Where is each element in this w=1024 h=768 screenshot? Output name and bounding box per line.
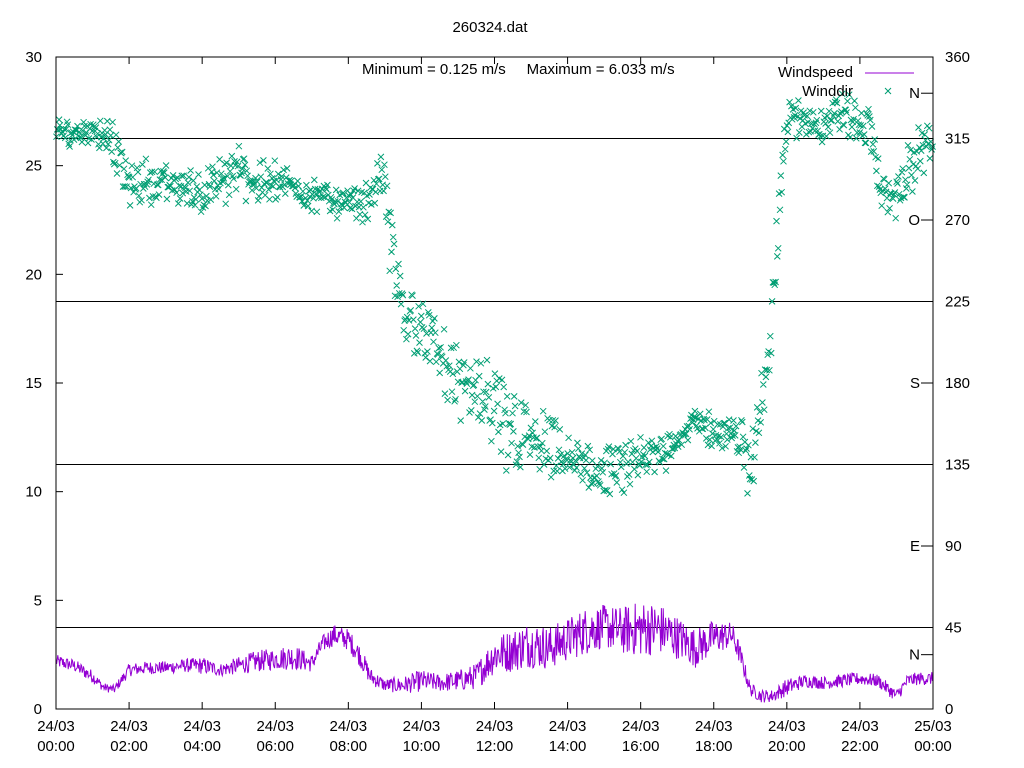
y-left-tick-label-10: 10: [25, 484, 42, 501]
y-right-tick-label-45: 45: [945, 620, 962, 637]
compass-labels: N E S O N: [908, 85, 933, 664]
x-tick-label-12: 25/03 00:00: [914, 718, 952, 755]
winddir-points: [53, 90, 936, 498]
y-left-tick-label-0: 0: [34, 701, 42, 718]
y-right-tick-label-90: 90: [945, 538, 962, 555]
x-tick-label-2: 24/03 04:00: [183, 718, 221, 755]
x-tick-label-8: 24/03 16:00: [622, 718, 660, 755]
x-tick-label-7: 24/03 14:00: [549, 718, 587, 755]
x-tick-label-1: 24/03 02:00: [110, 718, 148, 755]
compass-label-0: N: [909, 647, 920, 664]
legend-marker-winddir: [884, 87, 892, 95]
y-left-tick-label-25: 25: [25, 158, 42, 175]
y-left-tick-label-5: 5: [34, 592, 42, 609]
y-right-tick-label-135: 135: [945, 457, 970, 474]
left-y-axis: 0 5 10 15 20 25 30: [25, 49, 63, 718]
y-left-tick-label-15: 15: [25, 375, 42, 392]
y-right-tick-label-270: 270: [945, 212, 970, 229]
compass-label-3: O: [908, 212, 920, 229]
legend-label-windspeed: Windspeed: [778, 64, 853, 81]
y-right-tick-label-315: 315: [945, 131, 970, 148]
plot-frame: [55, 56, 934, 710]
y-right-tick-label-180: 180: [945, 375, 970, 392]
x-tick-label-9: 24/03 18:00: [695, 718, 733, 755]
chart-title: 260324.dat: [452, 19, 528, 36]
compass-label-1: E: [910, 538, 920, 555]
y-right-tick-label-0: 0: [945, 701, 953, 718]
x-tick-label-0: 24/03 00:00: [37, 718, 75, 755]
reference-lines: [56, 138, 933, 628]
compass-label-4: N: [909, 85, 920, 102]
legend: Windspeed Winddir: [778, 64, 914, 100]
right-y-axis: 0 45 90 135 180 225 270 315 360: [926, 49, 970, 718]
x-axis: 24/03 00:00 24/03 02:00 24/03 04:00 24/03 06:00…: [37, 57, 952, 755]
x-tick-label-10: 24/03 20:00: [768, 718, 806, 755]
y-left-tick-label-30: 30: [25, 49, 42, 66]
y-right-tick-label-225: 225: [945, 294, 970, 311]
min-max-annotation: Minimum = 0.125 m/s Maximum = 6.033 m/s: [362, 61, 675, 78]
x-tick-label-3: 24/03 06:00: [256, 718, 294, 755]
windspeed-series: [55, 603, 934, 703]
compass-label-2: S: [910, 375, 920, 392]
legend-label-winddir: Winddir: [802, 83, 853, 100]
winddir-series: [53, 90, 936, 498]
x-tick-label-6: 24/03 12:00: [476, 718, 514, 755]
x-tick-label-4: 24/03 08:00: [330, 718, 368, 755]
y-right-tick-label-360: 360: [945, 49, 970, 66]
x-tick-label-5: 24/03 10:00: [403, 718, 441, 755]
windspeed-line: [55, 603, 934, 703]
x-tick-label-11: 24/03 22:00: [841, 718, 879, 755]
y-left-tick-label-20: 20: [25, 266, 42, 283]
